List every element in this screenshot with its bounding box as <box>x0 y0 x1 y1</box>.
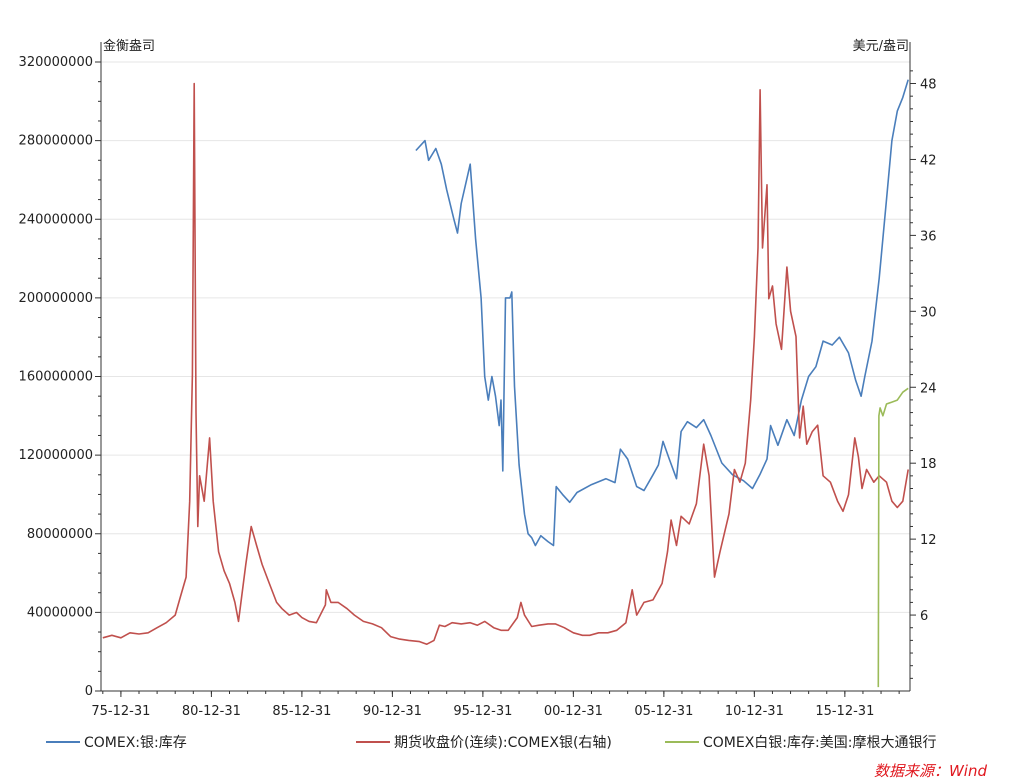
right-tick-label: 12 <box>920 533 937 548</box>
chart: 0 40000000 80000000 120000000 160000000 20000… <box>19 38 937 719</box>
legend-item-inventory: COMEX:银:库存 <box>46 731 187 753</box>
series-futures-price-line <box>102 82 909 645</box>
left-tick-label: 200000000 <box>19 291 93 306</box>
legend-label: COMEX:银:库存 <box>84 735 187 751</box>
series-jpmorgan-inventory-line <box>877 387 909 688</box>
right-tick-label: 6 <box>920 609 928 624</box>
right-tick-label: 42 <box>920 153 937 168</box>
x-tick-label: 00-12-31 <box>544 704 603 719</box>
x-tick-label: 15-12-31 <box>815 704 874 719</box>
data-source: 数据来源：Wind <box>873 762 987 780</box>
right-tick-label: 18 <box>920 457 937 472</box>
x-tick-label: 10-12-31 <box>725 704 784 719</box>
left-axis: 0 40000000 80000000 120000000 160000000 20000… <box>19 42 102 699</box>
x-tick-label: 05-12-31 <box>634 704 693 719</box>
legend-swatch <box>665 741 699 743</box>
right-axis: 6 12 18 24 30 36 42 48 <box>909 42 937 691</box>
left-axis-unit: 金衡盎司 <box>103 38 155 54</box>
legend-swatch <box>46 741 80 743</box>
legend-swatch <box>356 741 390 743</box>
legend-item-futures-price: 期货收盘价(连续):COMEX银(右轴) <box>356 731 612 753</box>
x-tick-label: 80-12-31 <box>182 704 241 719</box>
x-tick-label: 85-12-31 <box>272 704 331 719</box>
x-tick-label: 90-12-31 <box>363 704 422 719</box>
right-tick-label: 30 <box>920 305 937 320</box>
legend-label: COMEX白银:库存:美国:摩根大通银行 <box>703 735 937 751</box>
x-axis: 75-12-31 80-12-31 85-12-31 90-12-31 95-12-31… <box>91 690 910 719</box>
left-tick-label: 160000000 <box>19 370 93 385</box>
right-tick-label: 36 <box>920 229 937 244</box>
x-tick-label: 95-12-31 <box>453 704 512 719</box>
right-tick-label: 48 <box>920 78 937 93</box>
left-tick-label: 320000000 <box>19 55 93 70</box>
left-tick-label: 120000000 <box>19 448 93 463</box>
left-tick-label: 80000000 <box>27 527 93 542</box>
x-tick-label: 75-12-31 <box>91 704 150 719</box>
left-tick-label: 40000000 <box>27 605 93 620</box>
legend-item-jpmorgan-inventory: COMEX白银:库存:美国:摩根大通银行 <box>665 731 936 753</box>
left-tick-label: 280000000 <box>19 134 93 149</box>
right-axis-unit: 美元/盎司 <box>853 39 909 54</box>
left-tick-label: 240000000 <box>19 212 93 227</box>
right-tick-label: 24 <box>920 381 937 396</box>
series-group <box>102 79 909 688</box>
left-tick-label: 0 <box>85 684 93 699</box>
legend-label: 期货收盘价(连续):COMEX银(右轴) <box>394 735 612 751</box>
series-inventory-line <box>415 79 909 547</box>
